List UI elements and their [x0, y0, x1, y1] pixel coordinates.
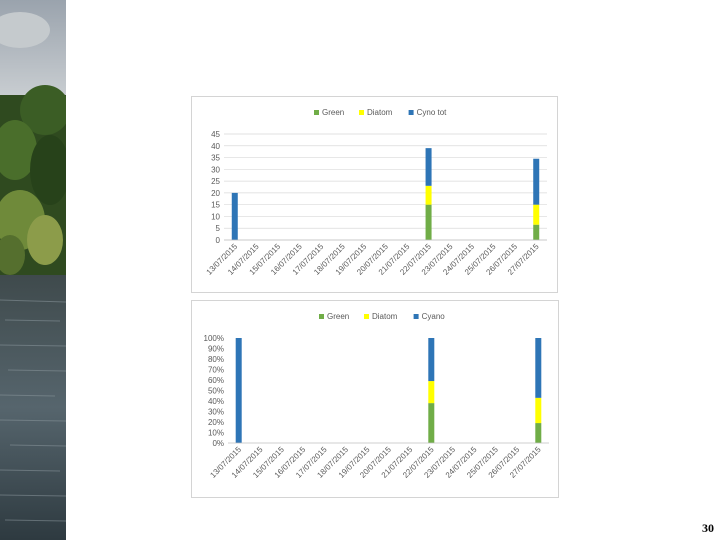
legend-label: Cyno tot: [417, 108, 448, 117]
legend-swatch-cyano: [413, 314, 419, 319]
legend-label: Diatom: [372, 312, 398, 321]
y-tick-label: 40: [211, 142, 220, 151]
y-tick-label: 70%: [208, 366, 224, 375]
y-tick-label: 50%: [208, 387, 224, 396]
background-photo: [0, 0, 66, 540]
bar-segment-cyano: [428, 338, 435, 382]
bar-segment-cyano: [535, 338, 542, 398]
bar-segment-green: [533, 224, 540, 240]
y-tick-label: 35: [211, 154, 220, 163]
y-tick-label: 0%: [212, 439, 224, 448]
legend-label: Cyano: [422, 312, 446, 321]
bar-segment-diatom: [535, 397, 542, 424]
legend-swatch-diatom: [364, 314, 369, 319]
absolute-stacked-bar-chart: Green Diatom Cyno tot 0 5 10 15 20 25 30 35 40 45 13/…: [191, 96, 558, 293]
legend-swatch-cyno-tot: [408, 110, 414, 115]
y-tick-label: 5: [216, 224, 221, 233]
bar-segment-green: [535, 423, 542, 443]
legend-label: Green: [327, 312, 349, 321]
y-tick-label: 30%: [208, 408, 224, 417]
chart-canvas-top: Green Diatom Cyno tot05101520253035404513/…: [204, 108, 547, 277]
y-tick-label: 15: [211, 201, 220, 210]
chart-canvas-bottom: Green Diatom Cyano 0%10% 20%30% 40%50% 60%70% 8…: [204, 312, 549, 480]
legend-label: Diatom: [367, 108, 393, 117]
y-tick-label: 40%: [208, 397, 224, 406]
legend-label: Green: [322, 108, 344, 117]
y-tick-label: 90%: [208, 345, 224, 354]
y-tick-label: 45: [211, 130, 220, 139]
y-tick-label: 100%: [204, 334, 224, 343]
y-tick-label: 30: [211, 165, 220, 174]
y-tick-label: 80%: [208, 355, 224, 364]
y-tick-label: 0: [216, 236, 221, 245]
percent-stacked-bar-chart: Green Diatom Cyano 0% 10% 20% 30% 40% 50% 60% 70% 8…: [191, 300, 559, 498]
page-number: 30: [702, 521, 714, 535]
bar-segment-green: [425, 204, 432, 240]
bar-segment-green: [428, 403, 435, 443]
y-tick-label: 10%: [208, 429, 224, 438]
bar-segment-diatom: [533, 204, 540, 225]
legend-swatch-green: [319, 314, 324, 319]
legend-swatch-diatom: [359, 110, 364, 115]
legend-swatch-green: [314, 110, 319, 115]
bar-segment-cyno-tot: [231, 192, 238, 240]
y-tick-label: 10: [211, 212, 220, 221]
y-tick-label: 20%: [208, 418, 224, 427]
lake-photo-image: [0, 0, 66, 540]
bar-segment-cyno-tot: [425, 148, 432, 186]
bar-segment-diatom: [428, 381, 435, 404]
bar-segment-cyno-tot: [533, 158, 540, 205]
y-tick-label: 20: [211, 189, 220, 198]
y-tick-label: 25: [211, 177, 220, 186]
bar-segment-cyano: [235, 338, 242, 443]
y-tick-label: 60%: [208, 376, 224, 385]
bar-segment-diatom: [425, 185, 432, 205]
